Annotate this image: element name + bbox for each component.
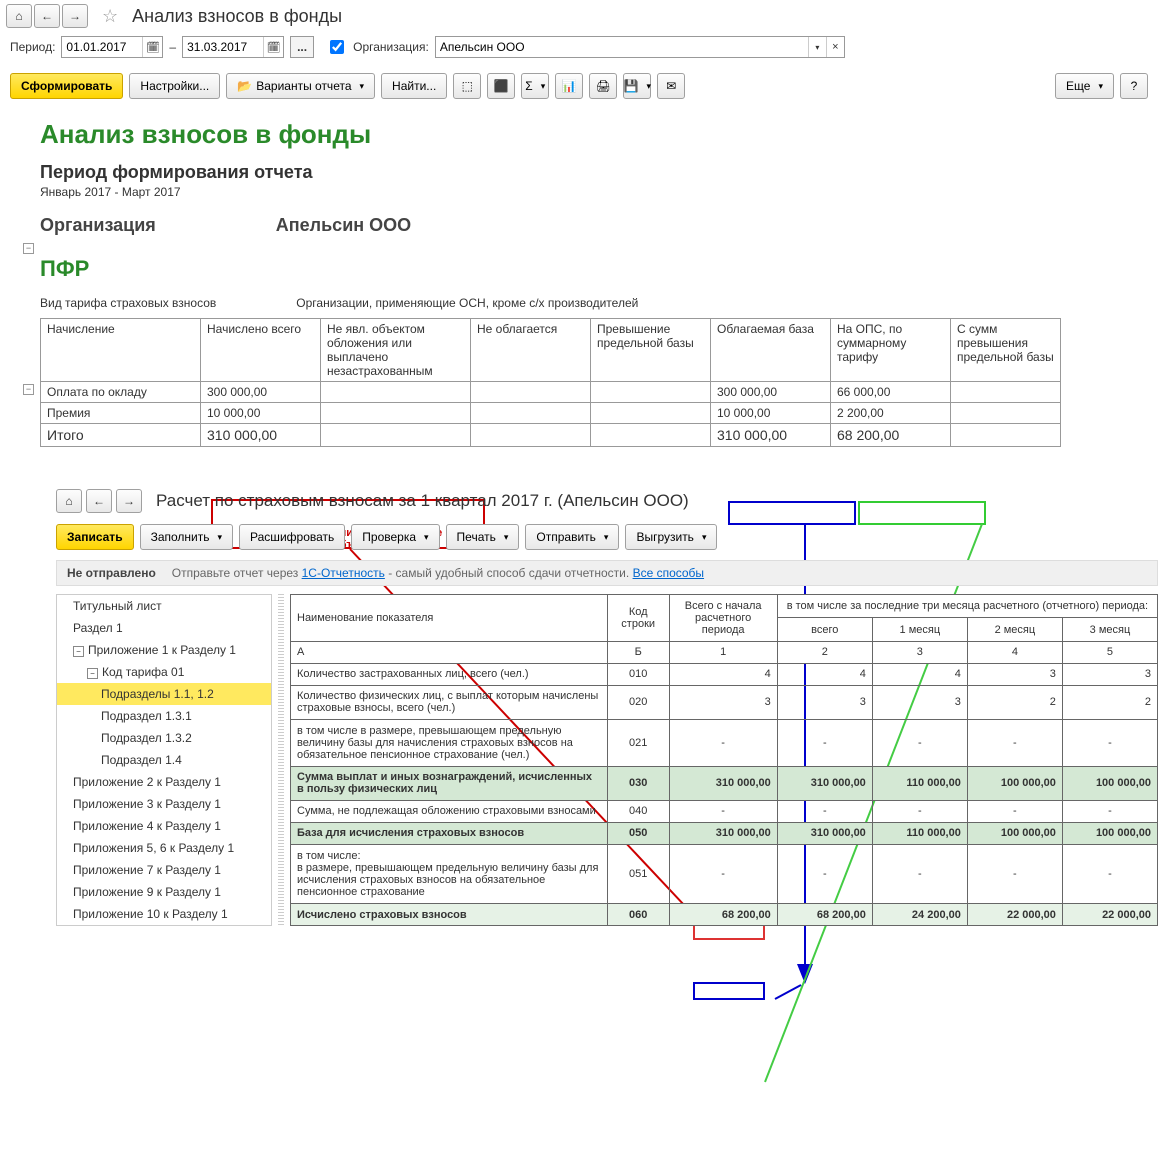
table-row: Премия10 000,0010 000,002 200,00 <box>41 403 1061 424</box>
outline-collapse-icon[interactable]: − <box>23 243 34 254</box>
table-header: На ОПС, по суммарному тарифу <box>831 319 951 382</box>
nav-item[interactable]: Приложение 10 к Разделу 1 <box>57 903 271 925</box>
check-button[interactable]: Проверка <box>351 524 439 550</box>
table-header: Не явл. объектом обложения или выплачено… <box>321 319 471 382</box>
period-picker-button[interactable]: ... <box>290 36 314 58</box>
nav-item[interactable]: Приложение 2 к Разделу 1 <box>57 771 271 793</box>
link-1c-report[interactable]: 1С-Отчетность <box>302 566 385 580</box>
forward-icon[interactable]: → <box>62 4 88 28</box>
period-dash: – <box>169 40 176 54</box>
org-enable-checkbox[interactable] <box>330 40 344 54</box>
export-button[interactable]: Выгрузить <box>625 524 717 550</box>
back-icon[interactable]: ← <box>34 4 60 28</box>
folder-icon: 📂 <box>237 79 252 93</box>
decode-button[interactable]: Расшифровать <box>239 524 345 550</box>
forward-icon[interactable]: → <box>116 489 142 513</box>
resize-handle[interactable] <box>278 594 284 926</box>
period-section-title: Период формирования отчета <box>40 162 1158 183</box>
help-icon[interactable]: ? <box>1120 73 1148 99</box>
sections-nav-tree[interactable]: Титульный листРаздел 1−Приложение 1 к Ра… <box>56 594 272 926</box>
calc-row: Количество застрахованных лиц, всего (че… <box>291 663 1158 685</box>
table-header: Не облагается <box>471 319 591 382</box>
send-button[interactable]: Отправить <box>525 524 619 550</box>
generate-button[interactable]: Сформировать <box>10 73 123 99</box>
status-bar: Не отправлено Отправьте отчет через 1С-О… <box>56 560 1158 586</box>
org-section-label: Организация <box>40 215 156 236</box>
nav-item[interactable]: Приложение 9 к Разделу 1 <box>57 881 271 903</box>
write-button[interactable]: Записать <box>56 524 134 550</box>
tariff-value: Организации, применяющие ОСН, кроме с/х … <box>296 296 638 310</box>
analysis-table: НачислениеНачислено всегоНе явл. объекто… <box>40 318 1061 447</box>
nav-item[interactable]: Приложения 5, 6 к Разделу 1 <box>57 837 271 859</box>
calc-row: Сумма выплат и иных вознаграждений, исчи… <box>291 766 1158 800</box>
dropdown-icon[interactable]: ▾ <box>808 37 826 57</box>
calc-row: База для исчисления страховых взносов050… <box>291 822 1158 844</box>
annotation-box <box>693 982 765 1000</box>
find-button[interactable]: Найти... <box>381 73 447 99</box>
print-button[interactable]: Печать <box>446 524 520 550</box>
period-label: Период: <box>10 40 55 54</box>
sum-icon[interactable]: Σ <box>521 73 549 99</box>
nav-item[interactable]: Раздел 1 <box>57 617 271 639</box>
calc-row: в том числе:в размере, превышающем преде… <box>291 844 1158 903</box>
calc-table: Наименование показателяКод строкиВсего с… <box>290 594 1158 926</box>
period-section-text: Январь 2017 - Март 2017 <box>40 185 1158 199</box>
nav-item[interactable]: Приложение 4 к Разделу 1 <box>57 815 271 837</box>
back-icon[interactable]: ← <box>86 489 112 513</box>
nav-item[interactable]: Приложение 3 к Разделу 1 <box>57 793 271 815</box>
calendar-icon[interactable]: 🗓 <box>263 37 283 57</box>
settings-button[interactable]: Настройки... <box>129 73 220 99</box>
calc-row: Сумма, не подлежащая обложению страховым… <box>291 801 1158 823</box>
org-label: Организация: <box>353 40 429 54</box>
nav-item[interactable]: Подраздел 1.3.2 <box>57 727 271 749</box>
more-button[interactable]: Еще <box>1055 73 1114 99</box>
home-icon[interactable]: ⌂ <box>56 489 82 513</box>
collapse-tree-icon[interactable]: ⬛ <box>487 73 515 99</box>
nav-item[interactable]: Подраздел 1.4 <box>57 749 271 771</box>
calendar-icon[interactable]: 🗓 <box>142 37 162 57</box>
outline-collapse-icon[interactable]: − <box>23 384 34 395</box>
total-row: Итого310 000,00310 000,0068 200,00 <box>41 424 1061 447</box>
nav-item[interactable]: Титульный лист <box>57 595 271 617</box>
home-icon[interactable]: ⌂ <box>6 4 32 28</box>
print-icon[interactable]: 🖨 <box>589 73 617 99</box>
mail-icon[interactable]: ✉ <box>657 73 685 99</box>
page-title: Анализ взносов в фонды <box>132 6 342 27</box>
status-text: Отправьте отчет через 1С-Отчетность - са… <box>172 566 704 580</box>
clear-icon[interactable]: × <box>826 37 844 57</box>
calc-row: в том числе в размере, превышающем преде… <box>291 719 1158 766</box>
org-section-value: Апельсин ООО <box>276 215 411 236</box>
expand-icon[interactable]: − <box>73 646 84 657</box>
table-header: Облагаемая база <box>711 319 831 382</box>
fill-button[interactable]: Заполнить <box>140 524 233 550</box>
chart-icon[interactable]: 📊 <box>555 73 583 99</box>
org-input[interactable] <box>436 39 808 55</box>
nav-item[interactable]: Подраздел 1.3.1 <box>57 705 271 727</box>
nav-item[interactable]: Подразделы 1.1, 1.2 <box>57 683 271 705</box>
table-header: Начислено всего <box>201 319 321 382</box>
link-all-ways[interactable]: Все способы <box>633 566 705 580</box>
calc-row: Количество физических лиц, с выплат кото… <box>291 685 1158 719</box>
table-header: Начисление <box>41 319 201 382</box>
report-variants-button[interactable]: 📂Варианты отчета <box>226 73 375 99</box>
form2-title: Расчет по страховым взносам за 1 квартал… <box>156 491 689 511</box>
table-header: С сумм превышения предельной базы <box>951 319 1061 382</box>
nav-item[interactable]: Приложение 7 к Разделу 1 <box>57 859 271 881</box>
nav-item[interactable]: −Приложение 1 к Разделу 1 <box>57 639 271 661</box>
status-state: Не отправлено <box>67 566 156 580</box>
calc-row: Исчислено страховых взносов06068 200,006… <box>291 904 1158 926</box>
pfr-title: ПФР <box>40 256 1158 282</box>
table-row: Оплата по окладу300 000,00300 000,0066 0… <box>41 382 1061 403</box>
favorite-star-icon[interactable]: ☆ <box>102 6 118 27</box>
report-title: Анализ взносов в фонды <box>40 119 1158 150</box>
save-icon[interactable]: 💾 <box>623 73 651 99</box>
period-from-input[interactable] <box>62 37 142 57</box>
table-header: Превышение предельной базы <box>591 319 711 382</box>
expand-icon[interactable]: − <box>87 668 98 679</box>
period-to-input[interactable] <box>183 37 263 57</box>
expand-tree-icon[interactable]: ⬚ <box>453 73 481 99</box>
nav-item[interactable]: −Код тарифа 01 <box>57 661 271 683</box>
tariff-label: Вид тарифа страховых взносов <box>40 296 216 310</box>
